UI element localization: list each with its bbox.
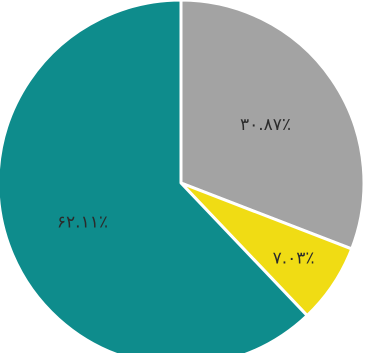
pie-slices [0,0,366,353]
pie-labels: ۳۰.۸۷٪ ۷.۰۳٪ ۶۲.۱۱٪ [57,115,315,268]
pie-slice [0,0,309,353]
slice-label: ۳۰.۸۷٪ [240,115,291,135]
slice-label: ۶۲.۱۱٪ [57,212,108,232]
pie-slice [179,0,366,251]
slice-label: ۷.۰۳٪ [273,248,315,268]
